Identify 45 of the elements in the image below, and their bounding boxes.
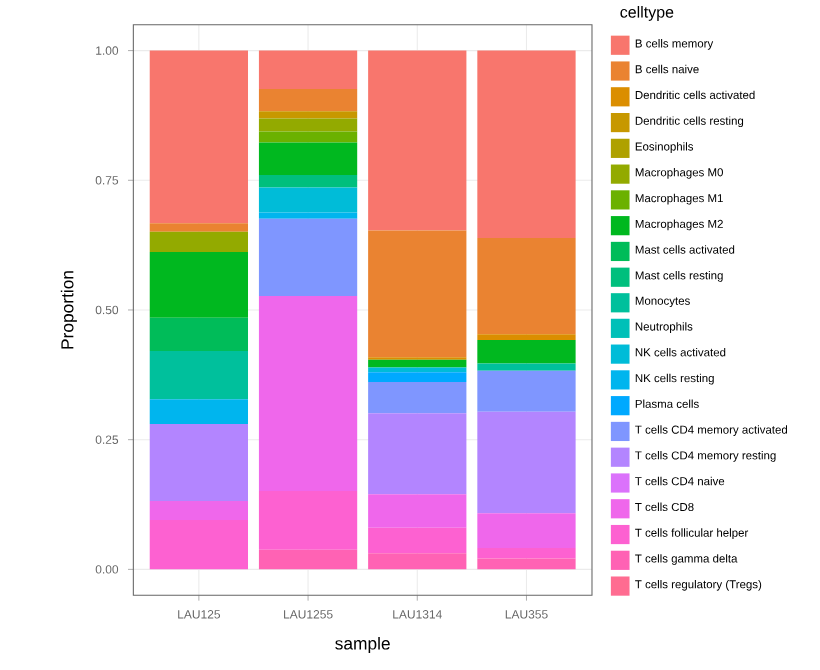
bar <box>477 513 576 549</box>
bar <box>258 491 358 550</box>
bar <box>368 382 467 414</box>
bar <box>368 494 467 528</box>
x-axis-title: sample <box>335 636 390 654</box>
bar <box>149 251 249 318</box>
bar <box>258 111 358 119</box>
bar <box>149 223 249 232</box>
bar <box>477 558 576 570</box>
bar <box>368 413 467 495</box>
bar <box>477 50 576 238</box>
bar <box>149 317 249 351</box>
bar <box>149 350 249 400</box>
bar <box>258 212 358 219</box>
bar <box>149 424 249 501</box>
bar <box>477 548 576 559</box>
bar <box>149 50 249 224</box>
bar <box>368 527 467 554</box>
bar <box>258 295 358 492</box>
bar <box>258 88 358 112</box>
bar <box>477 370 576 412</box>
bar <box>368 359 467 368</box>
bar <box>477 340 576 364</box>
bar <box>149 500 249 521</box>
bar <box>258 187 358 213</box>
bar <box>368 230 467 358</box>
bar <box>258 50 358 89</box>
bar <box>477 237 576 335</box>
bar <box>368 553 467 570</box>
bar <box>477 411 576 514</box>
bar <box>477 334 576 341</box>
legend-title: celltype <box>620 6 674 21</box>
bar <box>477 363 576 371</box>
bar <box>368 372 467 383</box>
bar <box>368 50 467 231</box>
bar <box>258 549 358 570</box>
bar <box>149 231 249 252</box>
bar <box>149 399 249 425</box>
bar <box>258 118 358 132</box>
y-axis-title: Proportion <box>60 271 77 349</box>
bar <box>149 520 249 570</box>
bar <box>258 131 358 143</box>
bar <box>258 142 358 176</box>
bar <box>258 175 358 188</box>
bar <box>258 218 358 296</box>
